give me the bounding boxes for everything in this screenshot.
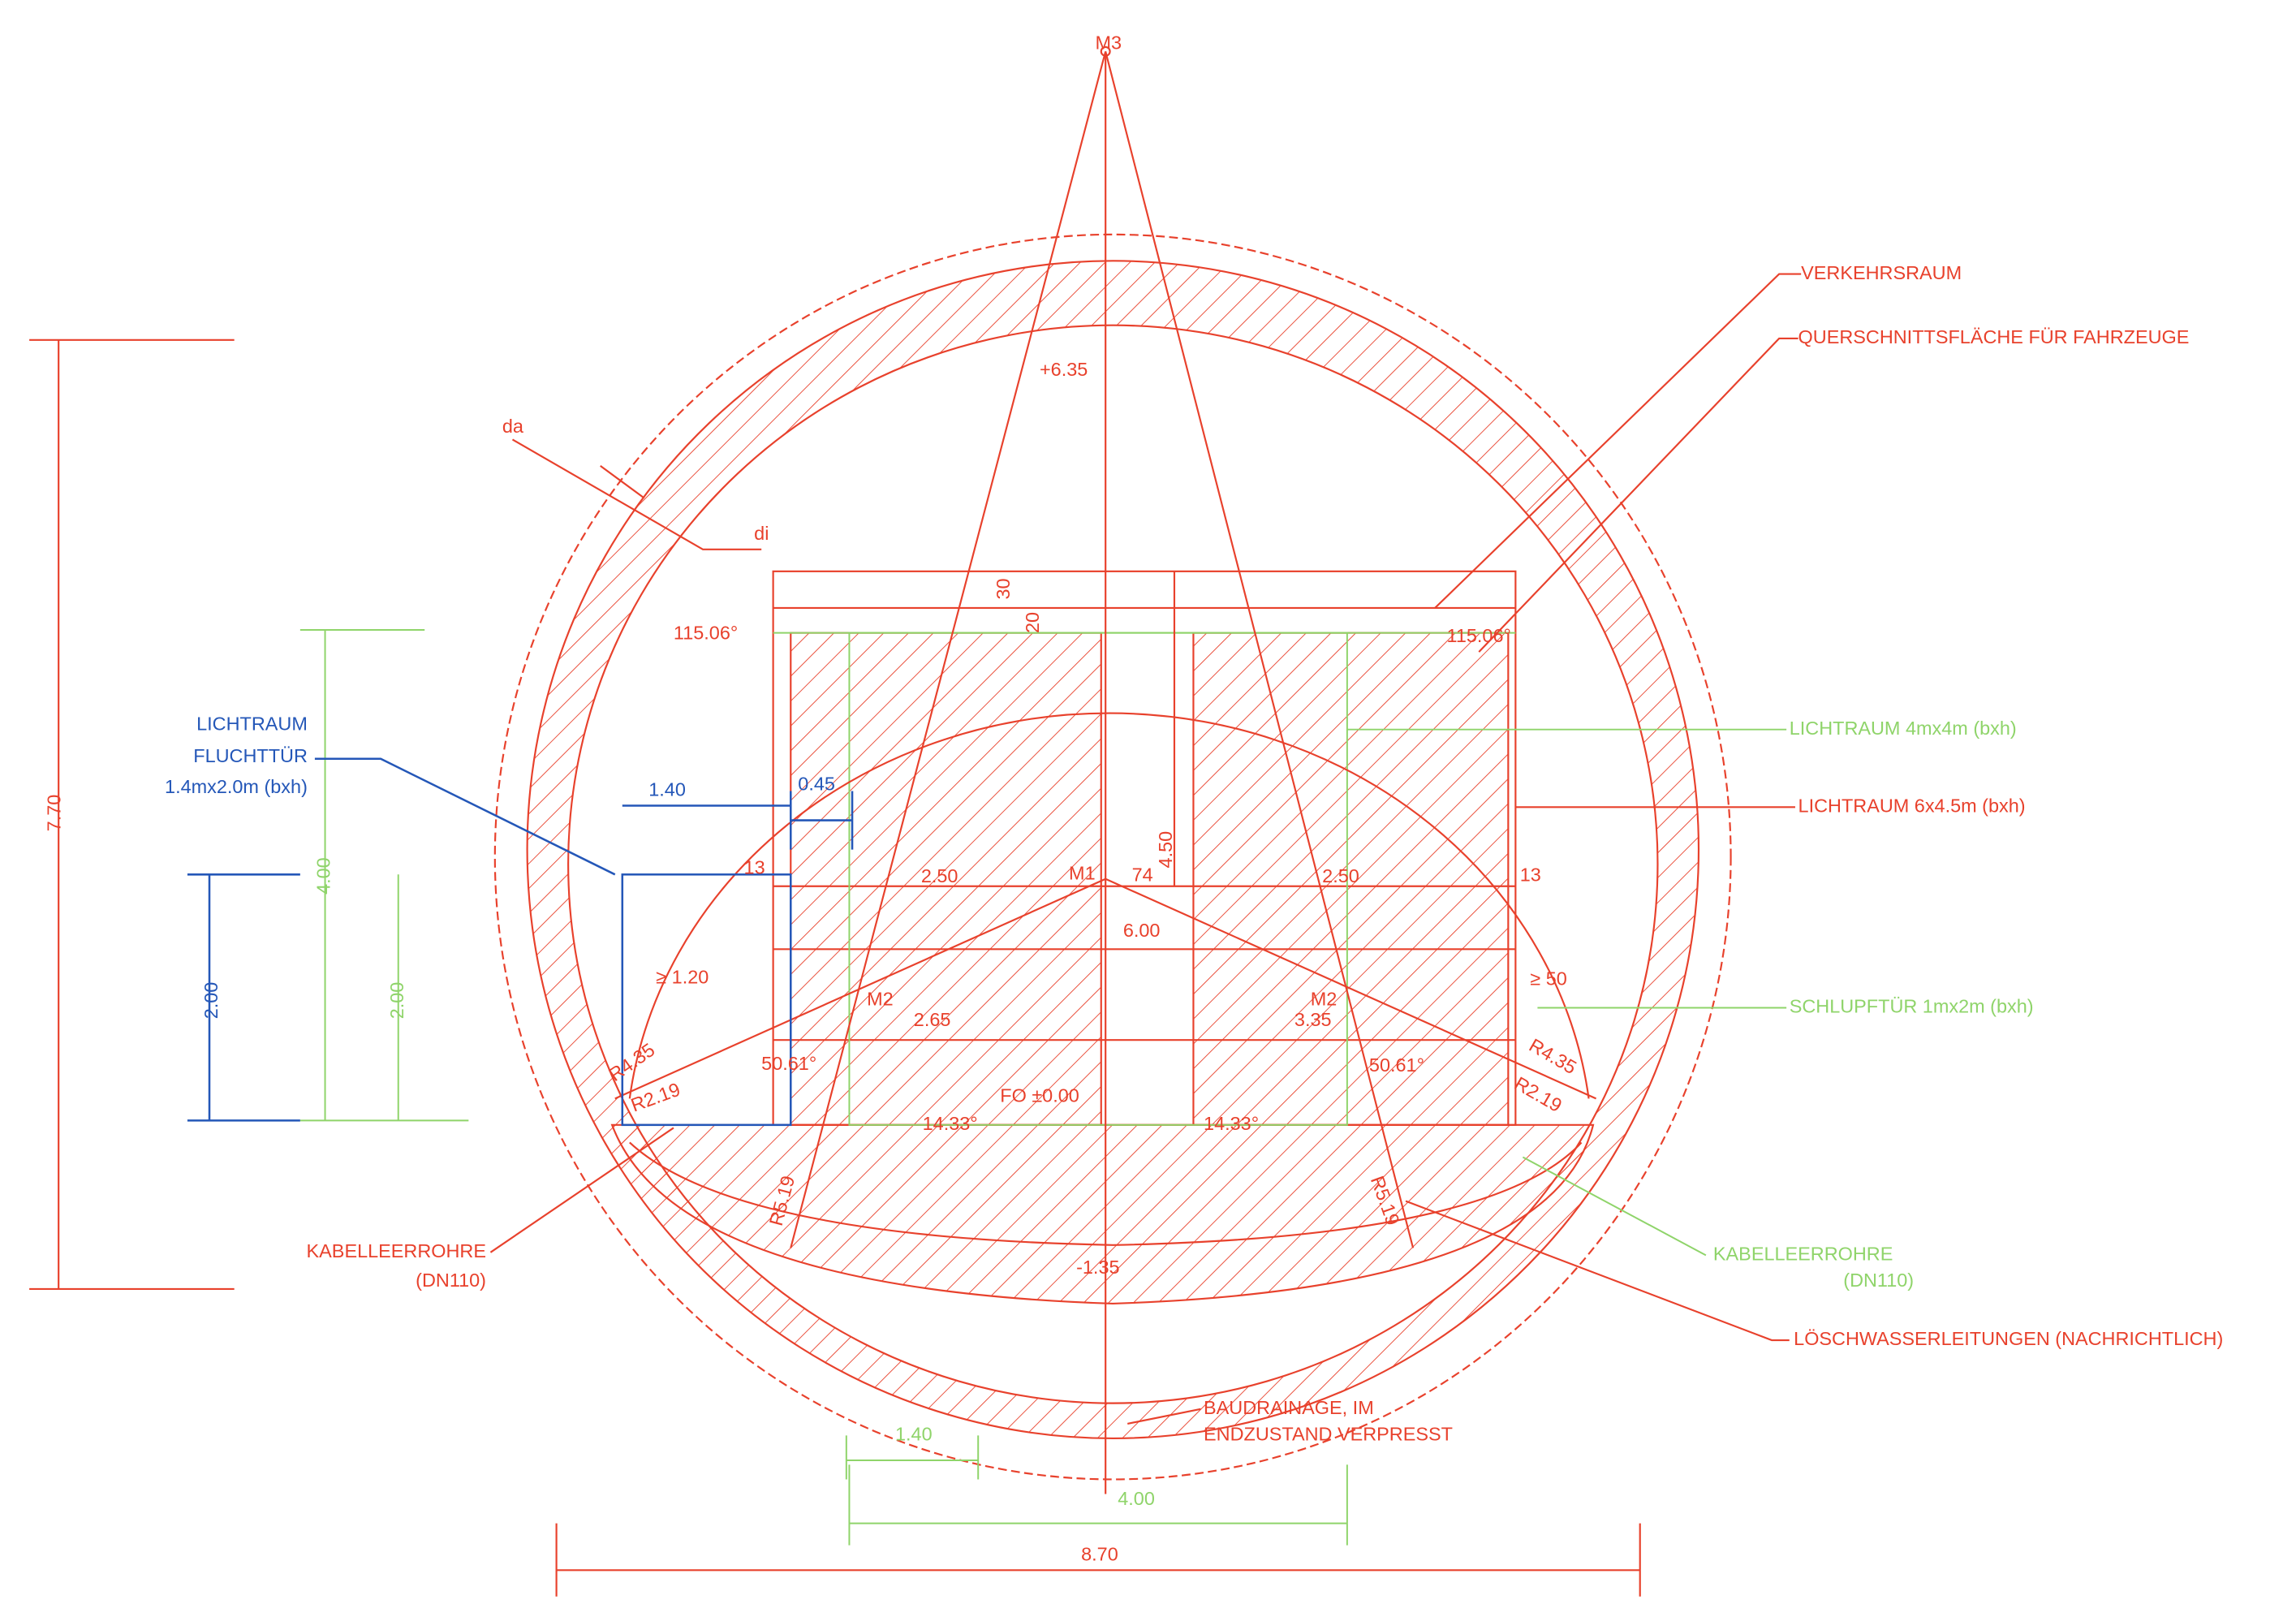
label: 1.4mx2.0m (bxh) (165, 776, 308, 797)
angle: 14.33° (1204, 1113, 1259, 1134)
dim-400 (848, 1464, 1348, 1546)
label: LICHTRAUM (196, 713, 308, 734)
dimension: 4.50 (1155, 831, 1176, 869)
label: FLUCHTTÜR (193, 745, 308, 766)
label: KABELLEERROHRE (307, 1240, 486, 1261)
leader (1434, 273, 1802, 609)
leader (314, 757, 616, 876)
dimension: ≥ 1.20 (656, 967, 709, 988)
point-label: M2 (867, 989, 894, 1010)
radius: R2.19 (1511, 1072, 1566, 1116)
dimension: 2.50 (1322, 865, 1359, 886)
dimension: 2.65 (914, 1009, 951, 1030)
label: ENDZUSTAND VERPRESST (1204, 1424, 1453, 1445)
dimension: 2.50 (921, 865, 958, 886)
label: LÖSCHWASSERLEITUNGEN (NACHRICHTLICH) (1794, 1328, 2223, 1349)
dim-400-left (299, 629, 469, 1122)
m3-point (1100, 45, 1111, 57)
dimension: 3.35 (1294, 1009, 1332, 1030)
label: (DN110) (1843, 1270, 1914, 1291)
label: QUERSCHNITTSFLÄCHE FÜR FAHRZEUGE (1798, 326, 2190, 347)
thickness: da (502, 416, 524, 437)
dim-140-045 (622, 791, 854, 850)
leader (1405, 1200, 1790, 1342)
dimension: 8.70 (1081, 1543, 1118, 1564)
leader (1478, 337, 1798, 653)
dimension: 7.70 (44, 795, 65, 832)
point-label: M3 (1096, 32, 1122, 54)
label: LICHTRAUM 6x4.5m (bxh) (1798, 796, 2026, 817)
angle: 115.06° (1447, 625, 1511, 646)
radius-line (614, 877, 1106, 1100)
level: +6.35 (1040, 359, 1088, 380)
dim-770 (29, 338, 235, 1290)
dimension: 13 (1520, 864, 1541, 885)
dimension: 4.00 (313, 857, 334, 895)
angle: 50.61° (1369, 1054, 1424, 1076)
arc (628, 712, 1590, 1099)
leader (511, 438, 762, 550)
invert (610, 1123, 1595, 1305)
dimension: 1.40 (895, 1424, 933, 1445)
dimension: 1.40 (648, 779, 686, 800)
angle: 14.33° (923, 1113, 978, 1134)
dimension: 2.00 (386, 982, 407, 1020)
level: FO ±0.00 (1000, 1085, 1079, 1106)
angle: 115.06° (674, 623, 738, 644)
thickness: di (754, 523, 769, 544)
dimension: 4.00 (1118, 1488, 1155, 1509)
label: LICHTRAUM 4mx4m (bxh) (1790, 718, 2017, 739)
radius: R4.35 (605, 1039, 658, 1085)
dimension: 13 (744, 856, 765, 877)
leader (1522, 1156, 1707, 1257)
rock-edge (493, 233, 1732, 1481)
escape-door (621, 873, 792, 1127)
angle: 50.61° (761, 1053, 816, 1074)
radius: R2.19 (628, 1079, 683, 1116)
dimension: 74 (1132, 864, 1153, 885)
radius-line (1105, 51, 1415, 1248)
lining (526, 260, 1700, 1440)
label: KABELLEERROHRE (1713, 1244, 1893, 1265)
dim-870 (555, 1523, 1641, 1597)
leader (489, 1127, 674, 1253)
traffic-right (1192, 632, 1510, 1126)
leader (1127, 1408, 1201, 1425)
label: BAUDRAINAGE, IM (1204, 1397, 1374, 1418)
dim-200 (187, 873, 300, 1122)
label: SCHLUPFTÜR 1mx2m (bxh) (1790, 996, 2034, 1017)
dimension: 20 (1022, 612, 1043, 633)
dimension: 30 (993, 578, 1014, 599)
dimension: 0.45 (798, 773, 835, 794)
level: -1.35 (1076, 1257, 1119, 1278)
dimension: 6.00 (1123, 920, 1161, 941)
dimension: 2.00 (200, 982, 222, 1020)
point-label: M1 (1069, 862, 1096, 883)
invert-line (629, 1141, 1583, 1246)
dimension: ≥ 50 (1530, 968, 1566, 989)
label: (DN110) (416, 1270, 486, 1291)
geometry (29, 45, 1802, 1597)
label: VERKEHRSRAUM (1801, 262, 1962, 283)
radius-line (790, 51, 1107, 1248)
dim-140 (845, 1435, 980, 1480)
point-label: M2 (1311, 989, 1338, 1010)
radius-line (1105, 877, 1597, 1100)
